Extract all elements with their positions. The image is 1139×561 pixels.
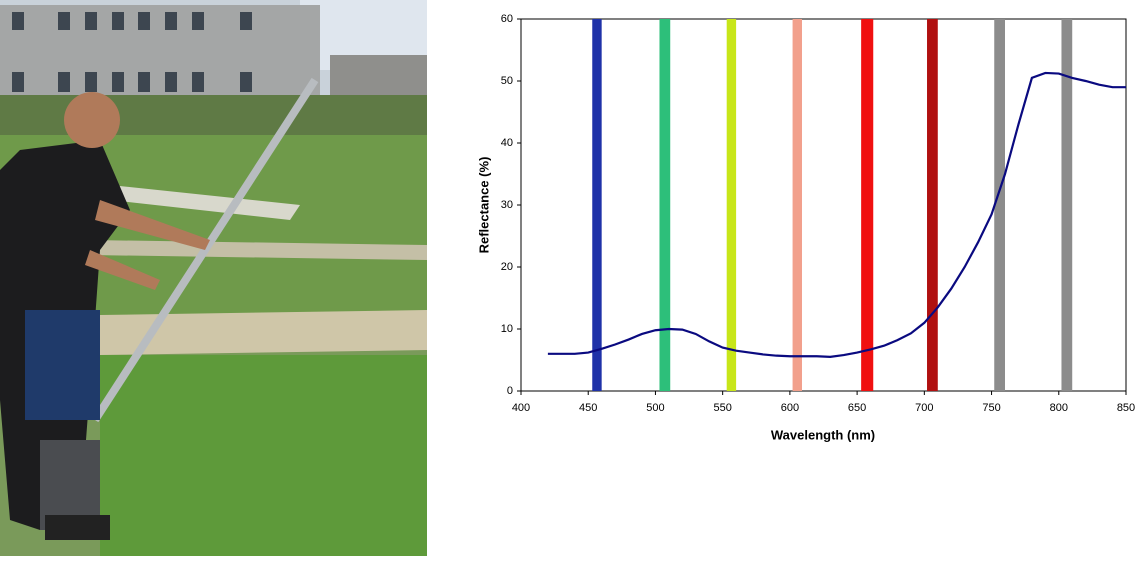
y-tick-label: 30 — [501, 199, 513, 211]
y-tick-label: 60 — [501, 13, 513, 25]
x-tick-label: 400 — [512, 402, 530, 414]
x-tick-label: 650 — [848, 402, 866, 414]
band — [861, 19, 874, 391]
x-tick-label: 550 — [713, 402, 731, 414]
band — [792, 19, 802, 391]
x-tick-label: 450 — [579, 402, 597, 414]
x-tick-label: 850 — [1117, 402, 1135, 414]
plot-frame — [520, 18, 1127, 392]
band — [592, 19, 602, 391]
x-tick-label: 700 — [915, 402, 933, 414]
x-tick-label: 500 — [646, 402, 664, 414]
band — [1061, 19, 1073, 391]
y-tick-label: 0 — [507, 385, 513, 397]
y-tick-label: 20 — [501, 261, 513, 273]
photo — [0, 0, 427, 556]
x-tick-label: 600 — [781, 402, 799, 414]
line — [547, 71, 1126, 359]
x-tick-label: 750 — [982, 402, 1000, 414]
y-tick-label: 40 — [501, 137, 513, 149]
x-axis-label: Wavelength (nm) — [771, 427, 875, 442]
band — [726, 19, 737, 391]
y-tick-label: 50 — [501, 75, 513, 87]
band — [659, 19, 671, 391]
y-tick-label: 10 — [501, 323, 513, 335]
band — [994, 19, 1005, 391]
y-axis-label: Reflectance (%) — [476, 157, 491, 254]
band — [927, 19, 938, 391]
x-tick-label: 800 — [1050, 402, 1068, 414]
